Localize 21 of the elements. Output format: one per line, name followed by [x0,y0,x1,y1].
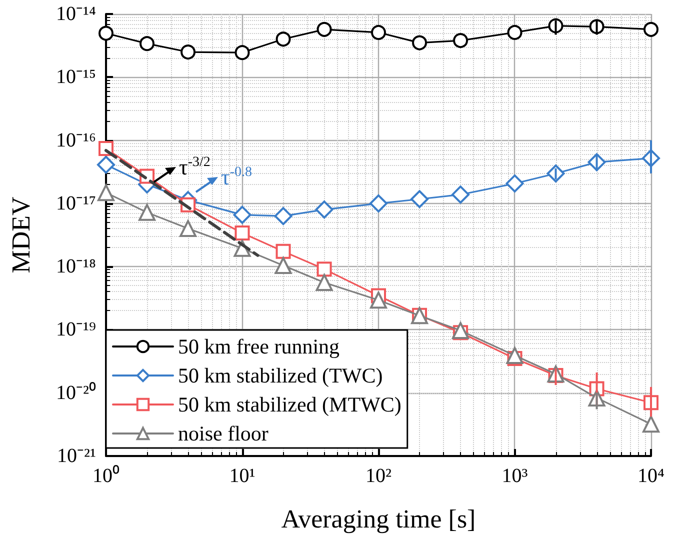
x-tick-label: 10³ [502,465,528,487]
legend-label: 50 km stabilized (MTWC) [178,392,402,416]
legend-label: 50 km free running [178,334,340,358]
y-tick-label: 10⁻¹⁷ [56,192,96,214]
x-tick-label: 10¹ [229,465,256,487]
y-tick-label: 10⁻²⁰ [56,380,96,404]
y-tick-label: 10⁻²¹ [57,445,96,467]
x-axis-title: Averaging time [s] [281,504,476,534]
x-tick-label: 10² [366,465,392,487]
y-tick-label: 10⁻¹⁶ [56,129,96,152]
legend-label: noise floor [178,422,268,446]
annotation: τ$^{-3/2}$ [179,154,210,180]
x-tick-label: 10⁰ [92,464,120,487]
x-tick-label: 10⁴ [638,465,665,487]
y-tick-label: 10⁻¹⁵ [56,66,96,88]
y-tick-label: 10⁻¹⁴ [56,3,96,25]
y-tick-label: 10⁻¹⁹ [56,318,96,341]
y-tick-label: 10⁻¹⁸ [56,256,96,278]
legend-label: 50 km stabilized (TWC) [178,364,383,388]
annotation: τ$^{-0.8}$ [221,164,252,190]
y-axis-title: MDEV [6,196,36,274]
